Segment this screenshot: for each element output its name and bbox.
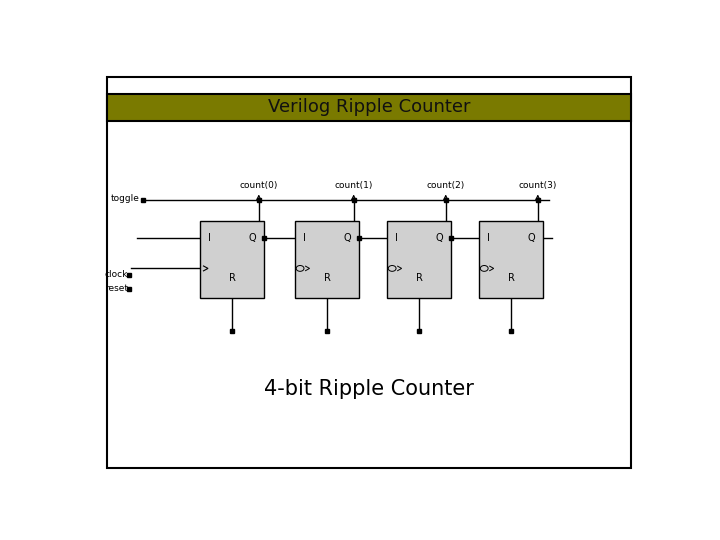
- Text: clock: clock: [104, 271, 128, 279]
- Text: count(0): count(0): [240, 180, 278, 190]
- Bar: [480, 221, 544, 298]
- Text: Q: Q: [343, 233, 351, 242]
- Text: count(2): count(2): [426, 180, 465, 190]
- Text: R: R: [508, 273, 515, 284]
- Bar: [295, 221, 359, 298]
- Text: Q: Q: [249, 233, 256, 242]
- Text: Q: Q: [436, 233, 444, 242]
- Bar: [387, 221, 451, 298]
- Bar: [200, 221, 264, 298]
- Text: Q: Q: [528, 233, 536, 242]
- Text: R: R: [415, 273, 423, 284]
- Text: reset: reset: [105, 284, 128, 293]
- Text: 4-bit Ripple Counter: 4-bit Ripple Counter: [264, 379, 474, 399]
- Text: I: I: [395, 233, 398, 242]
- Text: I: I: [208, 233, 211, 242]
- Text: count(3): count(3): [518, 180, 557, 190]
- Text: R: R: [229, 273, 235, 284]
- Text: I: I: [303, 233, 306, 242]
- Text: Verilog Ripple Counter: Verilog Ripple Counter: [268, 98, 470, 117]
- Text: count(1): count(1): [335, 180, 373, 190]
- Bar: [107, 94, 631, 121]
- Text: toggle: toggle: [110, 194, 139, 203]
- Text: I: I: [487, 233, 490, 242]
- Text: R: R: [324, 273, 330, 284]
